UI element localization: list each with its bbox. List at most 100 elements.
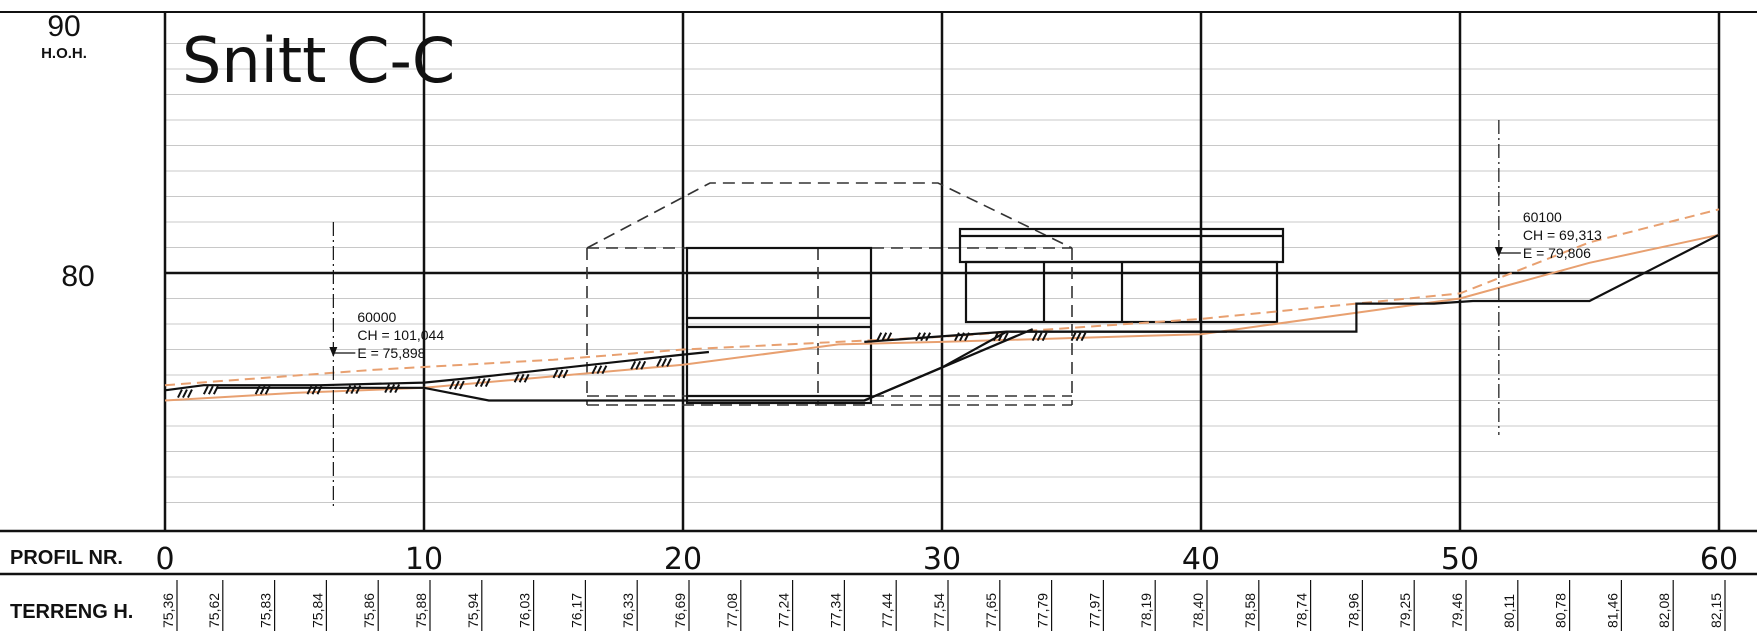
hatch-mark xyxy=(591,365,608,375)
terrain-value-cell: 82,08 xyxy=(1656,580,1674,631)
hatch-mark xyxy=(254,385,271,395)
terrain-value-cell: 75,84 xyxy=(309,580,327,631)
annotation-line: CH = 101,044 xyxy=(357,327,444,343)
hatch-mark xyxy=(630,360,647,370)
hatch-mark xyxy=(474,378,491,387)
terrain-value: 77,08 xyxy=(724,593,740,628)
terrain-value: 77,34 xyxy=(827,593,843,628)
annotation-line: E = 75,898 xyxy=(357,345,425,361)
terrain-value: 77,54 xyxy=(931,593,947,628)
hatch-mark xyxy=(306,385,323,395)
terrain-value-cell: 75,62 xyxy=(206,580,224,631)
terrain-value: 79,46 xyxy=(1449,593,1465,628)
terrain-value: 76,33 xyxy=(620,593,636,628)
hatch-mark xyxy=(915,332,931,342)
terrain-value: 75,84 xyxy=(309,593,325,628)
terrain-value-cell: 77,34 xyxy=(827,580,846,631)
terrain-value: 75,94 xyxy=(465,593,481,628)
terrain-value: 75,83 xyxy=(258,593,274,628)
terrain-value-cell: 80,11 xyxy=(1501,580,1519,631)
terrain-value: 79,25 xyxy=(1397,593,1413,628)
station-tick-20: 20 xyxy=(664,542,702,577)
terrain-value-cell: 77,44 xyxy=(879,580,897,631)
station-tick-40: 40 xyxy=(1182,542,1220,577)
terrain-value: 76,03 xyxy=(517,593,533,628)
terrain-value-cell: 76,33 xyxy=(620,580,638,631)
terrain-value-cell: 76,69 xyxy=(672,580,690,631)
terrain-value-cell: 78,19 xyxy=(1138,580,1156,631)
terrain-value: 77,65 xyxy=(983,593,999,628)
proposed-terrain-solid xyxy=(164,233,1720,402)
hatch-mark xyxy=(1031,332,1048,342)
ground-hatch-marks xyxy=(177,332,1087,399)
dashed-building-envelope xyxy=(586,182,1073,406)
annotation-arrow xyxy=(1494,247,1503,257)
y-unit-label: H.O.H. xyxy=(41,45,87,62)
terrain-value-cell: 78,58 xyxy=(1242,580,1260,631)
hatch-mark xyxy=(954,332,970,342)
terrain-value-cell: 77,97 xyxy=(1086,580,1105,631)
station-tick-labels: 0 10 20 30 40 50 60 xyxy=(155,542,1738,577)
hatch-mark xyxy=(876,332,893,342)
terrain-value-cell: 75,36 xyxy=(160,580,178,631)
hatch-mark xyxy=(656,358,672,367)
terrain-value-cell: 77,79 xyxy=(1035,580,1053,631)
terrain-height-values: 75,36 75,62 75,83 75,84 75,86 75,88 75,94 76,03… xyxy=(160,580,1726,631)
terrain-value: 78,96 xyxy=(1345,593,1361,628)
hatch-mark xyxy=(552,369,569,379)
terrain-value: 77,24 xyxy=(776,593,792,628)
terrain-row-label: TERRENG H. xyxy=(10,601,133,623)
terrain-value: 77,44 xyxy=(879,593,895,628)
drawing-title: Snitt C-C xyxy=(182,24,455,97)
station-tick-30: 30 xyxy=(923,542,961,577)
terrain-value-cell: 78,40 xyxy=(1190,580,1208,631)
terrain-value: 76,17 xyxy=(568,593,584,628)
terrain-value-cell: 77,65 xyxy=(983,580,1001,631)
terrain-value: 75,62 xyxy=(206,593,222,628)
hatch-mark xyxy=(384,384,401,394)
terrain-value: 78,40 xyxy=(1190,593,1206,628)
terrain-value: 77,79 xyxy=(1035,593,1051,628)
terrain-value: 80,78 xyxy=(1553,593,1569,628)
station-tick-0: 0 xyxy=(155,542,174,577)
excavation-ground-line xyxy=(216,233,1720,402)
terrain-value: 76,69 xyxy=(672,593,688,628)
annotation-marker-60100: 60100 CH = 69,313 E = 79,806 xyxy=(1494,120,1602,435)
hatch-mark xyxy=(1070,332,1087,342)
annotation-marker-60000: 60000 CH = 101,044 E = 75,898 xyxy=(329,222,444,510)
terrain-value-cell: 76,17 xyxy=(568,580,587,631)
annotation-line: E = 79,806 xyxy=(1523,245,1591,261)
terrain-value-cell: 77,08 xyxy=(724,580,742,631)
annotation-arrow xyxy=(329,347,338,357)
station-tick-10: 10 xyxy=(405,542,443,577)
hatch-mark xyxy=(202,385,219,395)
building-block-right xyxy=(958,227,1285,324)
annotation-line: 60000 xyxy=(357,309,396,325)
terrain-value: 78,74 xyxy=(1294,593,1310,628)
terrain-value-cell: 78,96 xyxy=(1345,580,1364,631)
terrain-value: 78,58 xyxy=(1242,593,1258,628)
terrain-value-cell: 79,25 xyxy=(1397,580,1415,631)
terrain-value-cell: 76,03 xyxy=(517,580,535,631)
terrain-value: 75,36 xyxy=(160,593,176,628)
terrain-value-cell: 80,78 xyxy=(1553,580,1571,631)
terrain-value-cell: 81,46 xyxy=(1604,580,1623,631)
hatch-mark xyxy=(449,380,465,390)
terrain-value-cell: 82,15 xyxy=(1708,580,1726,631)
y-top-value: 90 xyxy=(47,10,80,43)
hatch-mark xyxy=(345,385,362,395)
terrain-value: 82,15 xyxy=(1708,593,1724,628)
terrain-value: 81,46 xyxy=(1604,593,1620,628)
terrain-profiles xyxy=(164,208,1720,402)
upper-ground-line xyxy=(864,330,1227,343)
terrain-value: 78,19 xyxy=(1138,593,1154,628)
hatch-mark xyxy=(513,373,530,383)
terrain-value-cell: 75,83 xyxy=(258,580,276,631)
terrain-value: 77,97 xyxy=(1086,593,1102,628)
existing-ground-line xyxy=(164,350,710,392)
y-mid-value: 80 xyxy=(61,260,94,293)
profil-row-label: PROFIL NR. xyxy=(10,547,123,569)
station-tick-60: 60 xyxy=(1700,542,1738,577)
